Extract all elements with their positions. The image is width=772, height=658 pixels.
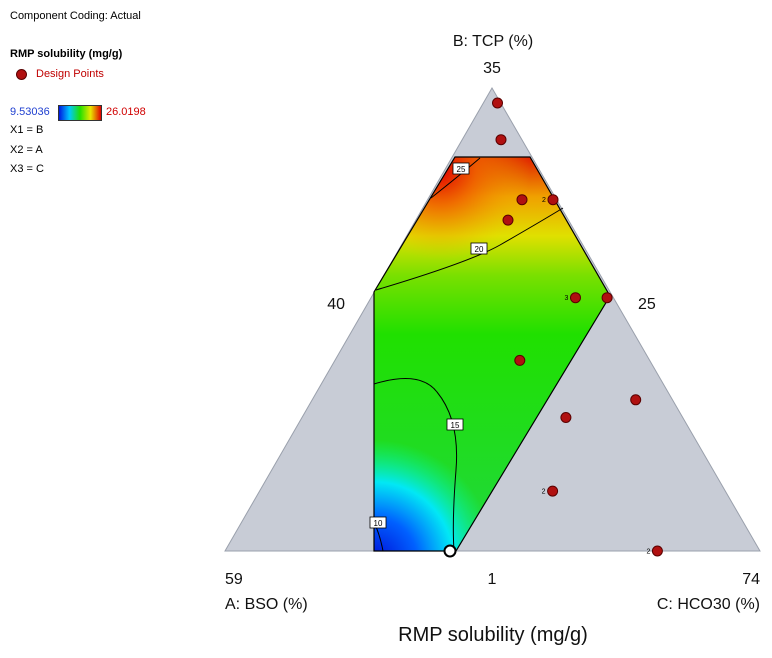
contour-label-20: 20 [470,242,488,255]
design-point [502,214,514,226]
component-coding-label: Component Coding: Actual [10,10,141,22]
design-point [547,485,559,497]
mapping-x2: X2 = A [10,144,43,156]
design-point [495,134,507,146]
tick-label-bottom-left: 59 [225,571,243,588]
contour-line-20 [375,207,564,291]
colorbar [58,105,102,121]
design-point [570,292,581,304]
contour-label-10: 10 [369,516,387,529]
contour-label-25: 25 [452,162,470,175]
contour-line-25 [430,157,481,199]
mapping-x1: X1 = B [10,124,44,136]
design-point [492,97,503,109]
tick-label-left-mid: 40 [327,296,345,313]
colorbar-min-label: 9.53036 [10,106,50,118]
design-point-legend-marker [16,69,27,80]
design-points-legend-label: Design Points [36,68,104,80]
tick-label-right-mid: 25 [638,296,656,313]
design-point [601,292,613,304]
axis-label-top: B: TCP (%) [453,33,533,50]
axis-label-right: C: HCO30 (%) [657,596,760,613]
selected-point-marker [443,544,457,558]
mapping-x3: X3 = C [10,163,44,175]
tick-label-bottom-right: 74 [742,571,760,588]
contour-label-25-text: 25 [457,165,466,174]
contour-label-15-text: 15 [451,421,460,430]
design-point [547,194,559,206]
design-point-replicate-label: 2 [542,197,546,204]
contour-label-20-text: 20 [475,245,484,254]
design-point [560,412,572,423]
contour-label-15: 15 [446,418,464,431]
axis-label-left: A: BSO (%) [225,596,308,613]
design-point [651,545,663,557]
contour-label-10-text: 10 [374,519,383,528]
design-point-replicate-label: 2 [542,489,546,496]
design-point-replicate-label: 2 [646,549,650,556]
colorbar-max-label: 26.0198 [106,106,146,118]
design-point-replicate-label: 3 [565,295,569,302]
design-points: 2 3 2 2 [492,97,663,557]
design-point [514,354,526,366]
tick-label-top: 35 [483,60,501,77]
design-point [630,394,642,406]
design-point [516,194,528,206]
tick-label-bottom-mid: 1 [488,571,497,588]
chart-title: RMP solubility (mg/g) [398,624,588,646]
response-name-label: RMP solubility (mg/g) [10,48,123,60]
